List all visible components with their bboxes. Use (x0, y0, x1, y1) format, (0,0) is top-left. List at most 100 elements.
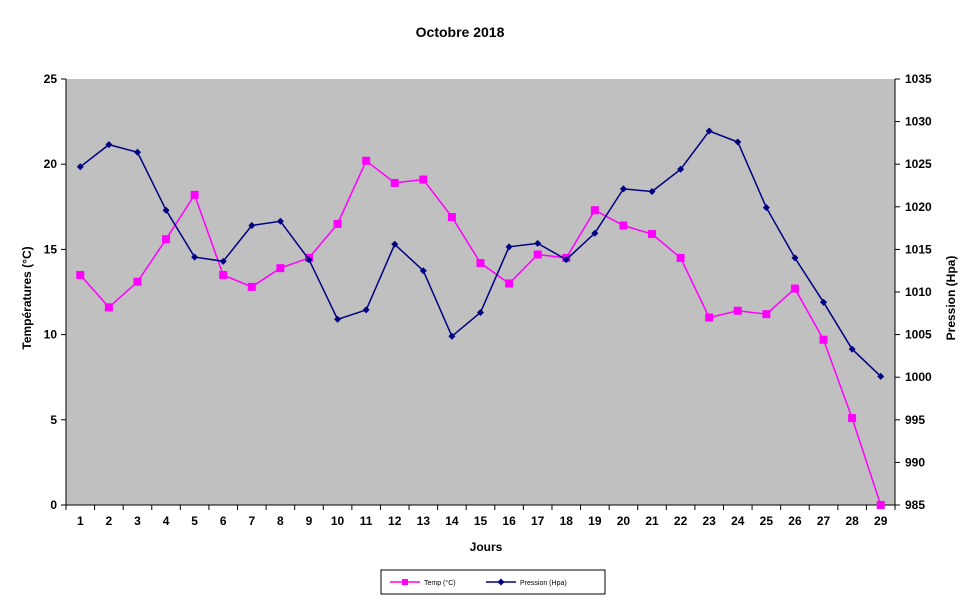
pressure-point (705, 127, 713, 135)
plot-area (66, 79, 895, 505)
temp-point (819, 335, 828, 344)
pressure-point (191, 253, 199, 261)
pressure-point (734, 138, 742, 146)
temp-point (848, 414, 857, 423)
x-tick-label: 28 (845, 514, 859, 528)
temp-point (76, 270, 85, 279)
x-tick-label: 13 (417, 514, 431, 528)
x-tick-label: 16 (502, 514, 516, 528)
temp-point (362, 156, 371, 165)
pressure-point (419, 267, 427, 275)
pressure-point (448, 332, 456, 340)
temp-point (790, 284, 799, 293)
x-tick-label: 3 (134, 514, 141, 528)
pressure-point (677, 165, 685, 173)
right-tick-label: 1005 (905, 328, 932, 342)
x-tick-label: 18 (560, 514, 574, 528)
y-axis-right-label: Pression (Hpa) (944, 256, 958, 341)
temp-point (505, 279, 514, 288)
right-tick-label: 985 (905, 498, 925, 512)
temp-point (162, 235, 171, 244)
temp-point (190, 190, 199, 199)
pressure-point (219, 257, 227, 265)
right-tick-label: 1015 (905, 242, 932, 256)
x-axis-ticks: 1 2 3 4 5 6 7 8 9 10 11 12 13 14 15 16 17 18 19 20 21 22 23 24 2… (65, 505, 896, 528)
pressure-point (76, 163, 84, 171)
left-tick-label: 25 (44, 72, 58, 86)
temp-point (219, 270, 228, 279)
temp-point (133, 277, 142, 286)
chart-title: Octobre 2018 (416, 24, 505, 40)
temp-point (762, 310, 771, 319)
right-axis-ticks: 985 990 995 1000 1005 1010 1015 1020 1025 1030 103… (895, 72, 932, 512)
temp-point (533, 250, 542, 259)
right-tick-label: 1035 (905, 72, 932, 86)
x-tick-label: 20 (617, 514, 631, 528)
left-tick-label: 0 (50, 498, 57, 512)
x-tick-label: 8 (277, 514, 284, 528)
left-tick-label: 20 (44, 157, 58, 171)
pressure-point (562, 256, 570, 264)
x-tick-label: 5 (191, 514, 198, 528)
x-tick-label: 12 (388, 514, 402, 528)
right-tick-label: 1030 (905, 115, 932, 129)
x-tick-label: 6 (220, 514, 227, 528)
temp-point (419, 175, 428, 184)
temp-point (619, 221, 628, 230)
pressure-point (362, 306, 370, 314)
legend-pressure-label: Pression (Hpa) (520, 580, 567, 587)
pressure-point (848, 345, 856, 353)
temp-point (476, 259, 485, 268)
pressure-point (133, 148, 141, 156)
pressure-point (248, 222, 256, 230)
x-tick-label: 9 (306, 514, 313, 528)
pressure-point (105, 141, 113, 149)
temp-point (447, 213, 456, 222)
x-tick-label: 7 (248, 514, 255, 528)
temp-point (276, 264, 285, 273)
temp-point (590, 206, 599, 215)
pressure-point (477, 308, 484, 316)
right-tick-label: 990 (905, 455, 925, 469)
left-tick-label: 10 (44, 328, 58, 342)
pressure-point (791, 254, 799, 262)
pressure-point (162, 206, 170, 214)
right-tick-label: 1010 (905, 285, 932, 299)
temp-point (676, 253, 685, 262)
series-temperature (76, 156, 885, 509)
x-tick-label: 22 (674, 514, 688, 528)
series-layer (76, 127, 885, 509)
pressure-point (762, 204, 770, 212)
y-axis-left-label: Températures (°C) (20, 246, 34, 349)
pressure-point (305, 256, 313, 264)
right-tick-label: 1000 (905, 370, 932, 384)
x-tick-label: 23 (703, 514, 717, 528)
x-tick-label: 2 (106, 514, 113, 528)
x-tick-label: 26 (788, 514, 802, 528)
series-pressure (76, 127, 885, 380)
x-axis-label: Jours (470, 540, 503, 554)
temp-point (705, 313, 714, 322)
temp-point (104, 303, 113, 312)
pressure-point (276, 217, 284, 225)
left-tick-label: 5 (50, 413, 57, 427)
right-tick-label: 1020 (905, 200, 932, 214)
left-axis-ticks: 0 5 10 15 20 25 (44, 72, 66, 512)
x-tick-label: 21 (645, 514, 659, 528)
right-tick-label: 1025 (905, 157, 932, 171)
temp-point (333, 219, 342, 228)
x-tick-label: 29 (874, 514, 888, 528)
x-tick-label: 27 (817, 514, 831, 528)
temp-point (876, 501, 885, 509)
x-tick-label: 1 (77, 514, 84, 528)
x-tick-label: 14 (445, 514, 459, 528)
pressure-point (391, 240, 399, 248)
x-tick-label: 19 (588, 514, 602, 528)
x-tick-label: 24 (731, 514, 745, 528)
x-tick-label: 11 (360, 514, 373, 528)
x-tick-label: 10 (331, 514, 345, 528)
temp-point (648, 230, 657, 239)
legend-pressure-marker (497, 578, 505, 586)
left-tick-label: 15 (44, 242, 58, 256)
